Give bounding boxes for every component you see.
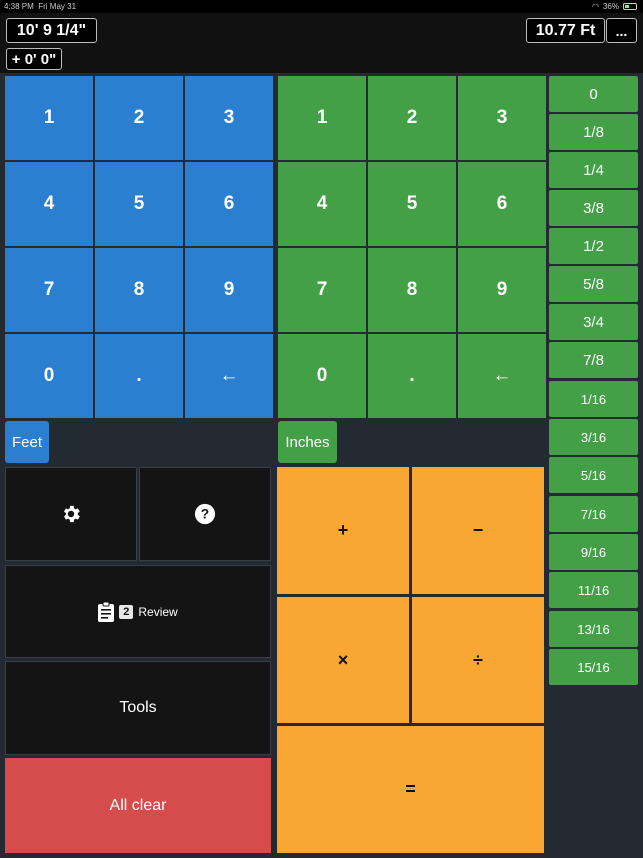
inches-key-2[interactable]: 2 [368,76,456,160]
divide-button[interactable]: ÷ [412,597,544,723]
fraction-button[interactable]: 13/16 [549,611,638,647]
inches-key-4[interactable]: 4 [278,162,366,246]
display-bar: 10' 9 1/4" 10.77 Ft ... + 0' 0" [0,13,643,73]
feet-unit-button[interactable]: Feet [5,421,49,463]
fraction-button[interactable]: 1/4 [549,152,638,188]
inches-key-6[interactable]: 6 [458,162,546,246]
feet-key-7[interactable]: 7 [5,248,93,332]
status-date: Fri May 31 [38,2,77,11]
fraction-button[interactable]: 5/8 [549,266,638,302]
fraction-button[interactable]: 1/16 [549,381,638,417]
fraction-button[interactable]: 3/4 [549,304,638,340]
equals-button[interactable]: = [277,726,544,853]
clipboard-icon [98,601,115,622]
feet-key-5[interactable]: 5 [95,162,183,246]
inches-key-0[interactable]: 0 [278,334,366,418]
all-clear-button[interactable]: All clear [5,758,271,853]
inches-key-5[interactable]: 5 [368,162,456,246]
help-icon: ? [194,503,216,525]
feet-key-0[interactable]: 0 [5,334,93,418]
fraction-button[interactable]: 3/16 [549,419,638,455]
inches-key-9[interactable]: 9 [458,248,546,332]
fraction-button[interactable]: 1/2 [549,228,638,264]
fraction-button[interactable]: 5/16 [549,457,638,493]
review-label: Review [138,604,178,619]
review-button[interactable]: 2 Review [5,565,271,658]
feet-key-decimal[interactable]: . [95,334,183,418]
settings-button[interactable] [5,467,137,561]
help-button[interactable]: ? [139,467,271,561]
fraction-button[interactable]: 15/16 [549,649,638,685]
wifi-icon: ◠ [592,2,599,11]
inches-key-3[interactable]: 3 [458,76,546,160]
inches-unit-button[interactable]: Inches [278,421,337,463]
more-button[interactable]: ... [606,18,637,43]
inches-key-8[interactable]: 8 [368,248,456,332]
gear-icon [64,505,80,523]
feet-key-8[interactable]: 8 [95,248,183,332]
status-bar: 4:38 PM Fri May 31 ◠ 36% [0,0,643,13]
feet-key-4[interactable]: 4 [5,162,93,246]
inches-backspace-button[interactable]: ← [458,334,546,418]
feet-key-2[interactable]: 2 [95,76,183,160]
inches-key-7[interactable]: 7 [278,248,366,332]
subtract-button[interactable]: − [412,467,544,594]
review-count-badge: 2 [119,604,134,619]
fraction-button[interactable]: 11/16 [549,572,638,608]
feet-key-6[interactable]: 6 [185,162,273,246]
fraction-button[interactable]: 9/16 [549,534,638,570]
status-time: 4:38 PM [4,2,34,11]
battery-icon [623,3,637,10]
battery-percent: 36% [602,2,619,11]
feet-key-3[interactable]: 3 [185,76,273,160]
feet-backspace-button[interactable]: ← [185,334,273,418]
inches-key-1[interactable]: 1 [278,76,366,160]
total-feet-display: 10.77 Ft [526,18,605,43]
feet-key-9[interactable]: 9 [185,248,273,332]
svg-text:?: ? [201,507,209,522]
inches-key-decimal[interactable]: . [368,334,456,418]
fraction-button[interactable]: 7/16 [549,496,638,532]
fraction-button[interactable]: 1/8 [549,114,638,150]
fraction-button[interactable]: 3/8 [549,190,638,226]
operation-display: + 0' 0" [6,48,62,70]
fraction-button[interactable]: 7/8 [549,342,638,378]
add-button[interactable]: + [277,467,409,594]
multiply-button[interactable]: × [277,597,409,723]
fraction-button[interactable]: 0 [549,76,638,112]
feet-key-1[interactable]: 1 [5,76,93,160]
tools-button[interactable]: Tools [5,661,271,755]
main-value-display: 10' 9 1/4" [6,18,97,43]
